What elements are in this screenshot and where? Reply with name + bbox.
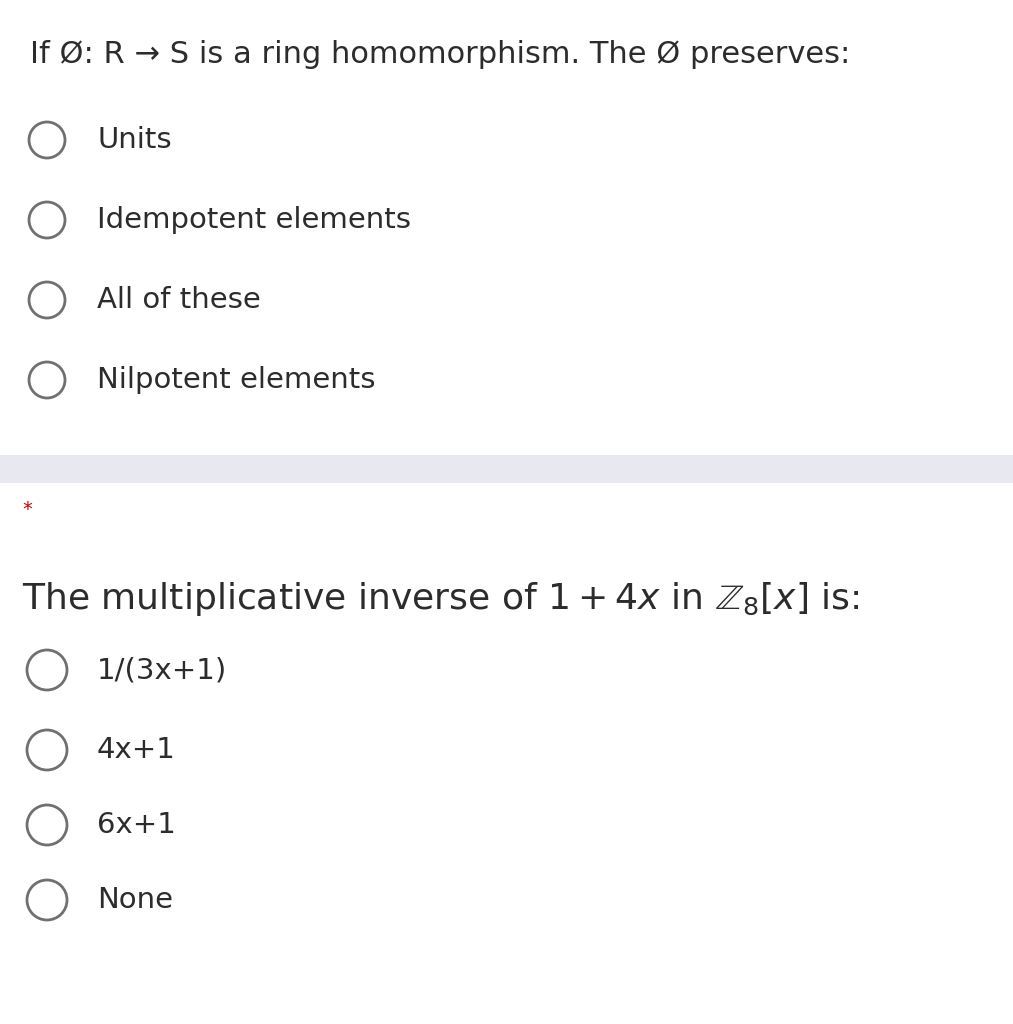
- Text: The multiplicative inverse of $1 + 4x$ in $\mathbb{Z}_8[x]$ is:: The multiplicative inverse of $1 + 4x$ i…: [22, 580, 859, 618]
- FancyBboxPatch shape: [0, 455, 1013, 483]
- Text: Idempotent elements: Idempotent elements: [97, 206, 411, 234]
- Text: None: None: [97, 886, 173, 914]
- Text: Nilpotent elements: Nilpotent elements: [97, 366, 376, 394]
- Text: 4x+1: 4x+1: [97, 736, 176, 764]
- Text: 1/(3x+1): 1/(3x+1): [97, 656, 227, 684]
- Text: If Ø: R → S is a ring homomorphism. The Ø preserves:: If Ø: R → S is a ring homomorphism. The …: [30, 40, 850, 69]
- Text: All of these: All of these: [97, 286, 260, 314]
- Text: 6x+1: 6x+1: [97, 811, 176, 839]
- Text: Units: Units: [97, 126, 171, 154]
- Text: *: *: [22, 500, 31, 519]
